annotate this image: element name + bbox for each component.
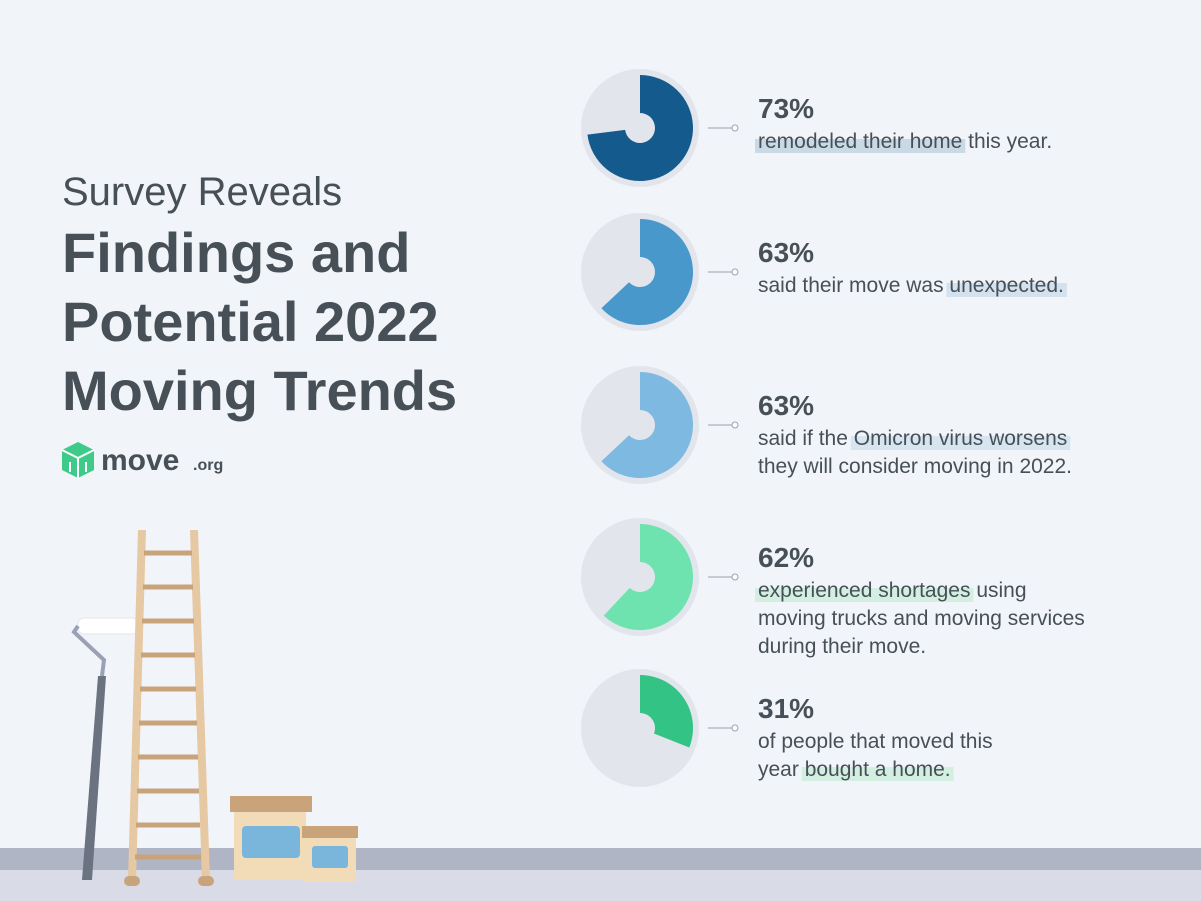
caption-text: Omicron virus worsens: [854, 427, 1068, 450]
pie-slice: [601, 219, 693, 325]
title-line: Potential 2022: [62, 290, 439, 353]
highlight: [850, 436, 1071, 450]
caption-text: bought a home.: [805, 758, 951, 781]
caption-text: of people that moved this: [758, 730, 993, 753]
caption-text: moving trucks and moving services: [758, 607, 1085, 630]
ladder: [124, 530, 214, 886]
leader-dot: [731, 268, 739, 276]
caption-text: remodeled their home: [758, 130, 962, 153]
pie-slice: [601, 372, 694, 478]
caption-text: said if the: [758, 427, 854, 450]
title-line: Moving Trends: [62, 359, 457, 422]
caption-text: using: [970, 579, 1026, 602]
highlight: [755, 139, 966, 153]
leader-dot: [731, 724, 739, 732]
value-label: 62%: [758, 542, 814, 573]
caption-text: experienced shortages: [758, 579, 970, 602]
leader-dot: [731, 421, 739, 429]
floor: [0, 870, 1201, 901]
logo-suffix: .org: [193, 457, 223, 474]
logo-icon: [61, 442, 95, 478]
caption-text: during their move.: [758, 635, 926, 658]
value-label: 63%: [758, 237, 814, 268]
caption-text: said their move was: [758, 274, 949, 297]
title-line: Findings and: [62, 221, 410, 284]
value-label: 73%: [758, 93, 814, 124]
pie-slice: [640, 675, 694, 748]
logo-name: move: [101, 444, 179, 477]
kicker: Survey Reveals: [62, 170, 342, 214]
pie-slice: [603, 524, 693, 630]
caption-text: year: [758, 758, 805, 781]
highlight: [801, 767, 954, 781]
caption-text: unexpected.: [949, 274, 1063, 297]
caption-text: they will consider moving in 2022.: [758, 455, 1072, 478]
highlight: [755, 588, 974, 602]
highlight: [946, 283, 1067, 297]
pie-slice: [587, 75, 693, 181]
value-label: 63%: [758, 390, 814, 421]
leader-dot: [731, 573, 739, 581]
value-label: 31%: [758, 693, 814, 724]
caption-text: this year.: [962, 130, 1052, 153]
leader-dot: [731, 124, 739, 132]
paint-buckets: [230, 796, 358, 882]
